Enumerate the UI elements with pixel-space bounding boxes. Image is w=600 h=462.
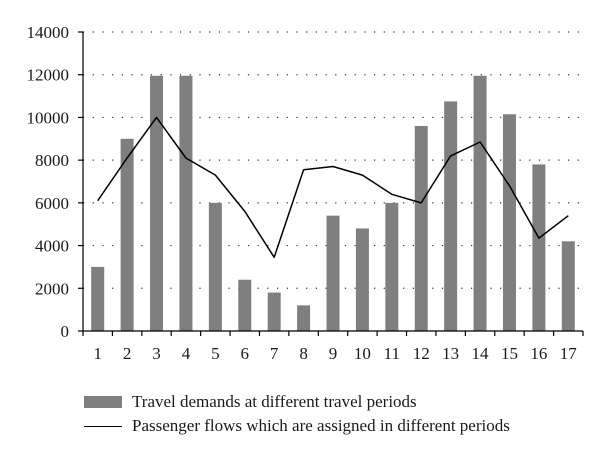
y-tick-label: 2000 [35, 279, 69, 298]
x-tick-label: 15 [501, 344, 518, 363]
axes [78, 31, 584, 336]
bar [385, 202, 399, 331]
bar [326, 215, 340, 331]
y-tick-label: 10000 [27, 108, 70, 127]
bar [561, 241, 575, 331]
bar [238, 279, 252, 331]
x-tick-label: 2 [123, 344, 132, 363]
x-tick-label: 10 [354, 344, 371, 363]
x-tick-label: 9 [329, 344, 338, 363]
bar [444, 101, 458, 332]
x-tick-label: 1 [93, 344, 102, 363]
x-tick-label: 4 [182, 344, 191, 363]
bar [120, 138, 134, 331]
x-tick-label: 12 [413, 344, 430, 363]
bar [150, 75, 164, 332]
y-tick-label: 0 [61, 322, 70, 341]
x-tick-label: 17 [560, 344, 578, 363]
legend-item-line: Passenger flows which are assigned in di… [84, 414, 510, 438]
y-tick-label: 6000 [35, 194, 69, 213]
legend-swatch-bar [84, 396, 122, 408]
y-tick-label: 12000 [27, 66, 70, 85]
x-tick-label: 13 [442, 344, 459, 363]
legend-swatch-line [84, 425, 122, 427]
legend-label-bars: Travel demands at different travel perio… [132, 392, 417, 411]
bar [267, 292, 281, 331]
bar [208, 202, 222, 331]
bar [473, 75, 487, 332]
x-tick-label: 8 [299, 344, 308, 363]
x-tick-label: 3 [152, 344, 161, 363]
bar [502, 114, 516, 331]
x-tick-label: 7 [270, 344, 279, 363]
x-tick-label: 16 [530, 344, 547, 363]
x-tick-label: 5 [211, 344, 220, 363]
x-tick-labels: 1 2 3 4 5 6 7 8 9 10 11 12 13 14 15 16 17 [93, 344, 577, 363]
bar [355, 228, 369, 331]
bar [297, 305, 311, 331]
x-tick-label: 11 [384, 344, 400, 363]
bar [179, 75, 193, 332]
y-tick-labels: 0 2000 4000 6000 8000 10000 12000 14000 [27, 23, 70, 341]
y-tick-label: 14000 [27, 23, 70, 42]
y-tick-label: 4000 [35, 237, 69, 256]
bar [532, 164, 546, 331]
bar [414, 125, 428, 331]
line-path [97, 116, 569, 259]
bar [91, 266, 105, 331]
line-series [97, 116, 569, 259]
y-tick-label: 8000 [35, 151, 69, 170]
legend-label-line: Passenger flows which are assigned in di… [132, 416, 510, 435]
legend-item-bars: Travel demands at different travel perio… [84, 390, 510, 414]
x-tick-label: 14 [472, 344, 490, 363]
legend: Travel demands at different travel perio… [84, 390, 510, 438]
x-tick-label: 6 [241, 344, 250, 363]
bar-series [91, 75, 575, 332]
